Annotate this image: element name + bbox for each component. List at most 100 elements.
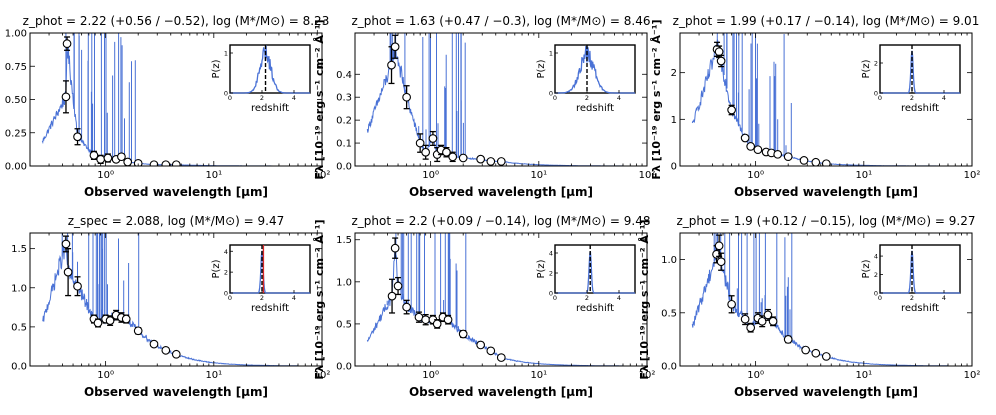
inset-x-tick-label: 2 (260, 94, 264, 102)
sed-panel-1: z_phot = 2.22 (+0.56 / −0.52), log (M*/M… (5, 14, 331, 199)
photometry-point (821, 352, 831, 361)
photometry-marker (486, 157, 496, 166)
sed-panel-2: z_phot = 1.63 (+0.47 / −0.3), log (M*/M⊙… (313, 14, 656, 199)
axes-frame (679, 232, 973, 367)
photometry-marker (811, 348, 821, 358)
inset-y-label: P(z) (536, 259, 547, 278)
y-axis-label: Fλ [10⁻¹⁹ erg s⁻¹ cm⁻² Å⁻¹] (313, 19, 326, 179)
photometry-point (93, 318, 103, 328)
photometry-marker (123, 157, 133, 166)
x-tick-label: 10² (314, 170, 331, 181)
inset-y-tick-label: 0 (874, 90, 878, 98)
photometry-marker (432, 319, 442, 329)
photometry-point (105, 315, 115, 326)
y-tick-label: 0.25 (5, 128, 27, 139)
emission-lines (61, 233, 140, 332)
photometry-marker (93, 318, 103, 328)
photometry-marker (428, 134, 438, 143)
inset-x-label: redshift (901, 303, 939, 314)
inset-x-tick-label: 4 (292, 294, 296, 302)
x-tick-label: 10⁰ (422, 370, 439, 381)
inset-x-label: redshift (251, 103, 289, 114)
inset-y-tick-label: 1 (549, 50, 553, 58)
axes-frame (354, 32, 648, 167)
photometry-marker (799, 156, 809, 165)
sed-panel-4: z_spec = 2.088, log (M*/M⊙) = 9.47 10⁰ 10¹… (0, 214, 330, 399)
sed-panel-6: z_phot = 1.9 (+0.12 / −0.15), log (M*/M⊙… (638, 214, 980, 399)
pz-inset: 0 2 4 0 1 redshift P(z) (536, 44, 636, 114)
axes-frame (29, 232, 323, 367)
photometry-point (149, 339, 159, 349)
photometry-point (773, 149, 783, 159)
x-axis-label: Observed wavelength [μm] (409, 385, 593, 399)
panel-title: z_phot = 1.99 (+0.17 / −0.14), log (M*/M… (673, 14, 980, 28)
photometry-point (393, 276, 403, 296)
inset-x-tick-label: 2 (910, 94, 914, 102)
photometry-point (421, 144, 431, 160)
x-tick-label: 10¹ (530, 370, 547, 381)
photometry-point (727, 295, 736, 314)
photometry-marker (171, 349, 181, 359)
photometry-marker (171, 160, 181, 166)
inset-y-label: P(z) (211, 259, 222, 278)
photometry-point (458, 153, 468, 163)
photometry-marker (415, 138, 425, 148)
pz-curve (230, 250, 310, 294)
inset-x-tick-label: 0 (878, 94, 882, 102)
photometry-point (476, 340, 485, 350)
photometry-point (123, 157, 133, 166)
photometry-point (61, 80, 71, 114)
photometry-point (390, 237, 400, 259)
photometry-point (801, 345, 810, 355)
photometry-marker (740, 133, 750, 143)
plot-area (366, 33, 623, 166)
y-axis-label: Fλ [10⁻¹⁹ erg s⁻¹ cm⁻² Å⁻¹] (0, 219, 1, 379)
photometry-marker (727, 299, 736, 309)
x-axis-label: Observed wavelength [μm] (734, 185, 918, 199)
photometry-marker (73, 132, 82, 142)
y-tick-label: 0.0 (336, 162, 352, 173)
inset-x-tick-label: 0 (878, 294, 882, 302)
y-tick-label: 0.0 (661, 362, 677, 373)
inset-y-tick-label: 0 (549, 290, 553, 298)
photometry-marker (73, 281, 82, 291)
inset-y-tick-label: 0 (224, 90, 228, 98)
photometry-marker (716, 56, 726, 66)
inset-y-label: P(z) (861, 259, 872, 278)
photometry-marker (821, 159, 831, 166)
photometry-marker (61, 92, 71, 102)
photometry-point (89, 150, 99, 161)
y-tick-label: 1.5 (11, 244, 27, 255)
inset-y-tick-label: 0 (549, 90, 553, 98)
photometry-point (73, 276, 82, 297)
photometry-point (117, 152, 126, 162)
photometry-marker (121, 314, 131, 324)
x-tick-label: 10¹ (855, 370, 872, 381)
photometry-point (161, 160, 171, 166)
photometry-marker (387, 60, 396, 70)
y-tick-label: 1 (671, 115, 677, 126)
photometry-marker (773, 149, 783, 159)
photometry-point (171, 349, 181, 359)
photometry-marker (421, 315, 431, 325)
model-spectrum (42, 236, 298, 366)
photometry-marker (161, 160, 171, 166)
x-tick-label: 10² (639, 170, 656, 181)
inset-y-tick-label: 4 (874, 253, 878, 261)
axes-frame (679, 32, 973, 167)
photometry-marker (443, 315, 453, 325)
photometry-marker (117, 152, 126, 162)
photometry-marker (96, 155, 106, 164)
y-tick-label: 0.0 (11, 362, 27, 373)
inset-y-tick-label: 4 (224, 248, 228, 256)
y-tick-label: 0.5 (11, 322, 27, 333)
emission-lines (713, 233, 793, 342)
photometry-marker (783, 152, 793, 162)
photometry-marker (763, 310, 773, 320)
photometry-point (783, 335, 793, 344)
photometry-marker (149, 339, 159, 349)
emission-lines (716, 33, 792, 158)
photometry-point (716, 54, 726, 68)
